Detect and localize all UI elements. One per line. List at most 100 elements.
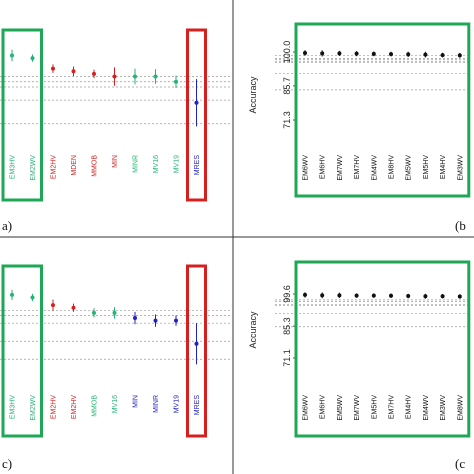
panel-a-point: [30, 56, 35, 61]
panel-c-highlight-box: [186, 264, 207, 438]
panel-a-highlight-box: [186, 28, 207, 202]
panel-d-points: [303, 292, 462, 299]
panel-b-point: [303, 50, 307, 55]
panel-a-point: [10, 53, 14, 58]
panel-a-x-tick-label: EM2HV: [51, 155, 58, 179]
panel-d-point: [354, 293, 359, 298]
panel-c-point: [10, 292, 14, 297]
panel-d-x-tick-label: EM4HV: [406, 395, 413, 419]
panel-b-label: (b: [455, 218, 466, 233]
panel-d-x-tick-label: EM6HV: [320, 395, 327, 419]
panel-d-highlight-box: [294, 260, 471, 438]
panel-b-point: [320, 51, 325, 56]
panel-d-reflines: [275, 299, 470, 328]
panel-d-x-tick-label: EM7HV: [389, 395, 396, 419]
panel-d-ylabel: Accuracy: [248, 311, 258, 349]
panel-d-x-tick-label: EM4WV: [423, 395, 430, 421]
panel-b-point: [457, 53, 462, 58]
panel-b-point: [371, 51, 376, 56]
panel-a-x-tick-label: MIN: [112, 155, 119, 168]
panel-d-yticks: 99.6 85.3 71.1: [282, 285, 297, 367]
panel-b-highlight-box: [294, 22, 471, 198]
panel-a-point: [51, 66, 55, 71]
panel-a-x-tick-label: MDEN: [71, 155, 78, 176]
panel-a-ticks: EM3HV EM2WV EM2HV MDEN MMOB MIN MINR MV16 MV19 MR…: [10, 155, 202, 181]
panel-c-ticks: EM3HV EM2WV EM2HV EM2HV MMOB MV16 MIN MINR MV19 M…: [10, 395, 202, 421]
panel-d-point: [320, 293, 325, 298]
panel-d-ticks: EM6WV EM6HV EM5WV EM7WV EM5HV EM7HV EM4HV EM4WV…: [303, 395, 465, 421]
panel-a-point: [133, 74, 137, 79]
panel-a-point: [174, 79, 178, 84]
panel-c-x-tick-label: MIN: [133, 395, 140, 408]
panel-b-y-tick-label: 71.3: [282, 111, 292, 129]
panel-b-point: [337, 51, 342, 56]
panel-a-point: [112, 74, 117, 79]
panel-c-point: [71, 305, 76, 310]
panel-a-point: [92, 71, 96, 76]
panel-a-x-tick-label: MRES: [194, 155, 201, 176]
panel-c-point: [174, 318, 178, 323]
panel-a-point: [194, 100, 199, 105]
panel-b-yticks: 100.0 85.7 71.3: [282, 41, 297, 129]
panel-b-x-tick-label: EM7HV: [354, 155, 361, 179]
panel-c-point: [133, 316, 137, 321]
panel-b-points: [303, 50, 462, 58]
panel-d-boxes: [294, 260, 471, 438]
panel-d-y-tick-label: 99.6: [282, 285, 292, 303]
panel-b-x-tick-label: EM4HV: [440, 155, 447, 179]
panel-c-highlight-box: [1, 264, 43, 438]
panel-b-x-tick-label: EM4WV: [371, 155, 378, 181]
panel-c-points: [10, 289, 199, 365]
panel-c-x-tick-label: EM2HV: [51, 395, 58, 419]
panel-b-y-tick-label: 85.7: [282, 77, 292, 95]
panel-d: EM6WV EM6HV EM5WV EM7WV EM5HV EM7HV EM4HV EM4WV…: [248, 260, 471, 471]
panel-d-point: [457, 294, 462, 299]
panel-a-x-tick-label: MINR: [133, 155, 140, 173]
panel-b-x-tick-label: EM7WV: [337, 155, 344, 181]
panel-c-x-tick-label: MINR: [153, 395, 160, 413]
panel-b-point: [406, 52, 411, 57]
panel-c-point: [92, 310, 96, 315]
panel-c-x-tick-label: MV19: [174, 395, 181, 413]
panel-a-x-tick-label: MMOB: [92, 155, 99, 177]
panel-d-x-tick-label: EM3WV: [440, 395, 447, 421]
panel-d-point: [371, 293, 376, 298]
panel-c-point: [112, 310, 117, 315]
panel-b-x-tick-label: EM6HV: [320, 155, 327, 179]
panel-c-x-tick-label: MMOB: [92, 395, 99, 417]
panel-c-x-tick-label: MV16: [112, 395, 119, 413]
panel-b-x-tick-label: EM3WV: [457, 155, 464, 181]
panel-a-x-tick-label: EM2WV: [30, 155, 37, 181]
panel-a-boxes: [1, 28, 207, 202]
panel-b-point: [440, 53, 445, 58]
panel-c-x-tick-label: EM2HV: [71, 395, 78, 419]
panel-d-point: [406, 294, 411, 299]
panel-a-point: [153, 74, 158, 79]
panel-d-y-tick-label: 71.1: [282, 349, 292, 367]
panel-c-x-tick-label: MRES: [194, 395, 201, 416]
panel-d-point: [440, 294, 445, 299]
panel-d-point: [423, 294, 428, 299]
panel-d-x-tick-label: EM7WV: [354, 395, 361, 421]
panel-d-x-tick-label: EM5WV: [337, 395, 344, 421]
panel-a: EM3HV EM2WV EM2HV MDEN MMOB MIN MINR MV16 MV19 MR…: [0, 28, 230, 233]
panel-a-x-tick-label: MV19: [174, 155, 181, 173]
panel-b-x-tick-label: EM6WV: [303, 155, 310, 181]
panel-d-point: [337, 293, 342, 298]
panel-b-ticks: EM6WV EM6HV EM7WV EM7HV EM4WV EM8HV EM5WV EM5HV…: [303, 155, 465, 181]
panel-c-point: [30, 295, 35, 300]
panel-d-x-tick-label: EM6WV: [303, 395, 310, 421]
panel-b-x-tick-label: EM5HV: [423, 155, 430, 179]
panel-d-x-tick-label: EM8WV: [457, 395, 464, 421]
panel-c-x-tick-label: EM2WV: [30, 395, 37, 421]
panel-b-x-tick-label: EM5WV: [406, 155, 413, 181]
panel-c-label: c): [2, 456, 12, 471]
panel-b-ylabel: Accuracy: [248, 76, 258, 114]
panel-b-point: [423, 52, 428, 57]
panel-d-y-tick-label: 85.3: [282, 317, 292, 335]
panel-a-x-tick-label: EM3HV: [10, 155, 17, 179]
panel-b-y-tick-label: 100.0: [282, 41, 292, 64]
panel-c-point: [153, 318, 158, 323]
panel-b-reflines: [275, 55, 470, 91]
